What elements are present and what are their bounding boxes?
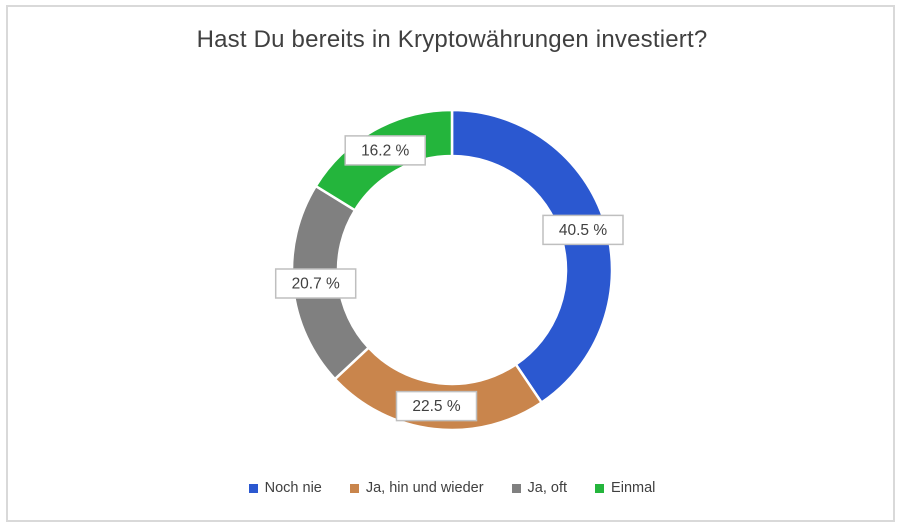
legend-label: Ja, hin und wieder — [365, 480, 484, 496]
legend-marker-icon — [595, 483, 605, 493]
chart-frame — [6, 5, 895, 522]
data-label-1: 22.5 % — [395, 390, 478, 422]
legend: Noch nie Ja, hin und wieder Ja, oft Einmal — [0, 480, 904, 496]
data-label-box — [395, 390, 478, 422]
donut-segment-0 — [450, 108, 614, 404]
legend-item-3: Einmal — [595, 480, 655, 496]
data-label-3: 16.2 % — [344, 135, 426, 166]
data-label-box — [344, 135, 426, 166]
legend-marker-icon — [349, 483, 359, 493]
data-label-2: 20.7 % — [274, 268, 357, 299]
data-label-text: 22.5 % — [412, 398, 460, 415]
data-label-text: 16.2 % — [361, 142, 409, 159]
legend-item-1: Ja, hin und wieder — [349, 480, 484, 496]
data-label-0: 40.5 % — [542, 214, 624, 246]
legend-marker-icon — [511, 483, 521, 493]
legend-label: Ja, oft — [527, 480, 568, 496]
legend-item-0: Noch nie — [248, 480, 322, 496]
data-label-box — [274, 268, 357, 299]
legend-label: Einmal — [611, 480, 656, 496]
data-label-text: 40.5 % — [559, 222, 607, 239]
legend-item-2: Ja, oft — [511, 480, 568, 496]
data-label-box — [542, 214, 624, 246]
legend-marker-icon — [248, 483, 258, 493]
data-label-text: 20.7 % — [292, 276, 340, 293]
legend-label: Noch nie — [264, 480, 322, 496]
chart-title: Hast Du bereits in Kryptowährungen inves… — [196, 26, 708, 53]
